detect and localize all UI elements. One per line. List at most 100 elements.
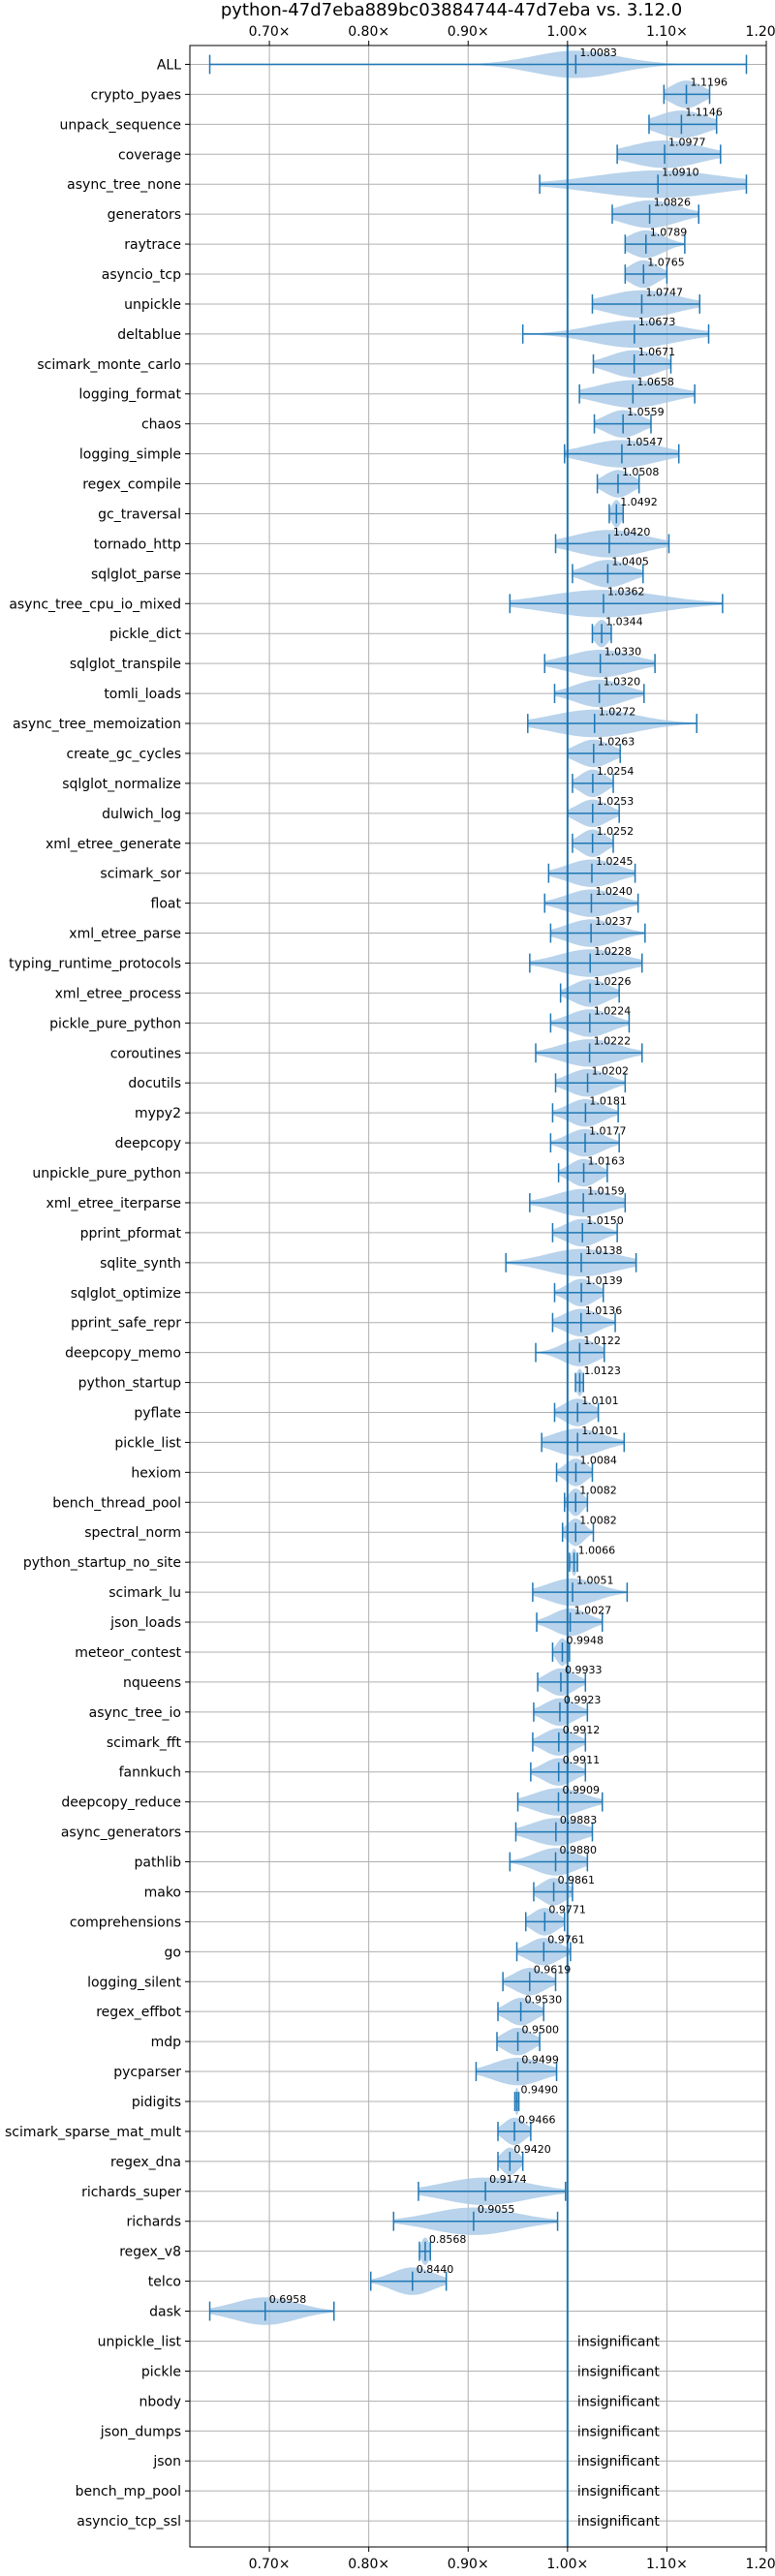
value-label: 1.0826: [654, 196, 692, 208]
category-label: unpickle_list: [98, 2334, 182, 2349]
insignificant-label: insignificant: [577, 2394, 661, 2409]
violin-layer: [208, 50, 748, 2325]
value-label: 0.9909: [562, 1784, 600, 1796]
category-label: asyncio_tcp: [102, 267, 181, 283]
value-label: 1.0320: [604, 675, 641, 688]
category-label: scimark_fft: [107, 1735, 182, 1751]
value-label: 1.0254: [597, 765, 635, 778]
value-label: 1.0671: [638, 346, 676, 358]
category-label: ALL: [157, 57, 181, 73]
category-label: json_dumps: [100, 2424, 181, 2439]
insignificant-label: insignificant: [577, 2514, 661, 2530]
value-label: 1.0252: [597, 825, 635, 838]
x-tick-label-top: 0.80×: [348, 24, 389, 40]
value-label: 1.0910: [662, 167, 699, 179]
value-label: 1.0240: [595, 885, 633, 898]
category-label: regex_effbot: [96, 2005, 181, 2020]
category-label: deltablue: [117, 327, 181, 343]
category-label: regex_compile: [82, 477, 181, 493]
value-label: 0.9490: [521, 2083, 559, 2096]
category-label: pycparser: [113, 2065, 181, 2080]
value-label: 1.0559: [627, 406, 665, 418]
x-tick-label-top: 0.90×: [448, 24, 489, 40]
value-label: 0.9420: [513, 2143, 551, 2156]
category-label: pprint_pformat: [80, 1226, 182, 1242]
category-label: async_tree_memoization: [13, 717, 181, 732]
category-label: xml_etree_process: [55, 986, 181, 1001]
category-label: typing_runtime_protocols: [9, 956, 181, 971]
category-label: pathlib: [135, 1855, 182, 1871]
x-tick-label-top: 1.10×: [646, 24, 688, 40]
value-label: 1.0066: [578, 1545, 616, 1557]
category-label: fannkuch: [119, 1765, 181, 1781]
category-label: unpickle: [124, 297, 181, 313]
value-label: 1.0658: [636, 376, 674, 388]
insignificant-label: insignificant: [577, 2484, 661, 2499]
value-label: 0.9933: [565, 1664, 603, 1676]
value-label: 1.0123: [583, 1365, 621, 1377]
x-tick-label-bottom: 0.80×: [348, 2557, 389, 2572]
value-label: 1.0253: [597, 795, 635, 808]
value-label: 1.0082: [579, 1485, 617, 1497]
value-label: 1.0150: [586, 1214, 624, 1227]
category-label: mako: [144, 1885, 181, 1900]
category-label: chaos: [141, 417, 181, 433]
category-label: spectral_norm: [84, 1525, 181, 1541]
value-label: 1.0272: [599, 705, 636, 718]
category-label: async_tree_none: [67, 177, 181, 193]
value-label: 1.0082: [579, 1515, 617, 1527]
value-label: 1.0051: [576, 1574, 614, 1586]
value-label: 1.0492: [620, 496, 658, 508]
grid-layer: [185, 41, 767, 2552]
category-label: raytrace: [124, 237, 181, 253]
category-label: pyflate: [134, 1406, 181, 1422]
category-label: telco: [148, 2275, 181, 2290]
category-label: pprint_safe_repr: [71, 1316, 181, 1332]
category-label: nbody: [140, 2394, 182, 2409]
value-label: 0.9883: [560, 1814, 598, 1826]
category-label: pickle: [141, 2364, 181, 2379]
value-label: 1.0163: [588, 1154, 626, 1167]
insignificant-label: insignificant: [577, 2364, 661, 2379]
category-label: go: [165, 1945, 181, 1960]
value-label: 1.0027: [574, 1604, 612, 1616]
x-tick-label-bottom: 0.90×: [448, 2557, 489, 2572]
category-label: json_loads: [109, 1615, 181, 1631]
category-label: scimark_sor: [100, 867, 181, 882]
category-label: async_generators: [61, 1825, 181, 1841]
category-label: logging_format: [78, 387, 181, 403]
value-label: 1.0136: [585, 1304, 623, 1317]
value-label: 1.0226: [594, 975, 632, 988]
value-label: 1.0747: [645, 286, 683, 298]
category-label: deepcopy_reduce: [61, 1795, 181, 1811]
value-label: 1.0181: [589, 1095, 627, 1108]
value-label: 1.0222: [594, 1035, 632, 1048]
value-label: 1.0263: [598, 735, 636, 748]
category-label: regex_dna: [110, 2155, 181, 2170]
value-label: 1.0245: [596, 855, 634, 868]
value-label: 0.9861: [558, 1874, 596, 1886]
category-label: tornado_http: [94, 537, 181, 552]
category-label: dulwich_log: [102, 807, 181, 822]
category-label: asyncio_tcp_ssl: [77, 2514, 181, 2530]
category-label: richards_super: [81, 2185, 181, 2200]
value-label: 1.0084: [579, 1455, 617, 1467]
category-label: pickle_dict: [109, 627, 182, 642]
value-label: 0.9880: [560, 1844, 598, 1856]
category-label: mdp: [151, 2035, 182, 2050]
category-label: nqueens: [123, 1675, 181, 1691]
value-label: 0.9948: [566, 1634, 604, 1646]
insignificant-label: insignificant: [577, 2424, 661, 2439]
x-tick-label-top: 1.00×: [546, 24, 588, 40]
value-label: 1.0159: [587, 1184, 625, 1197]
chart-title: python-47d7eba889bc03884744-47d7eba vs. …: [221, 0, 682, 20]
category-label: async_tree_cpu_io_mixed: [9, 597, 181, 612]
value-label: 1.0101: [581, 1425, 619, 1437]
value-label: 0.8440: [417, 2263, 454, 2276]
category-label: python_startup: [78, 1376, 181, 1392]
category-label: meteor_contest: [75, 1645, 181, 1661]
category-label: unpickle_pure_python: [32, 1166, 181, 1181]
insignificant-label: insignificant: [577, 2334, 661, 2349]
category-label: regex_v8: [119, 2245, 181, 2260]
